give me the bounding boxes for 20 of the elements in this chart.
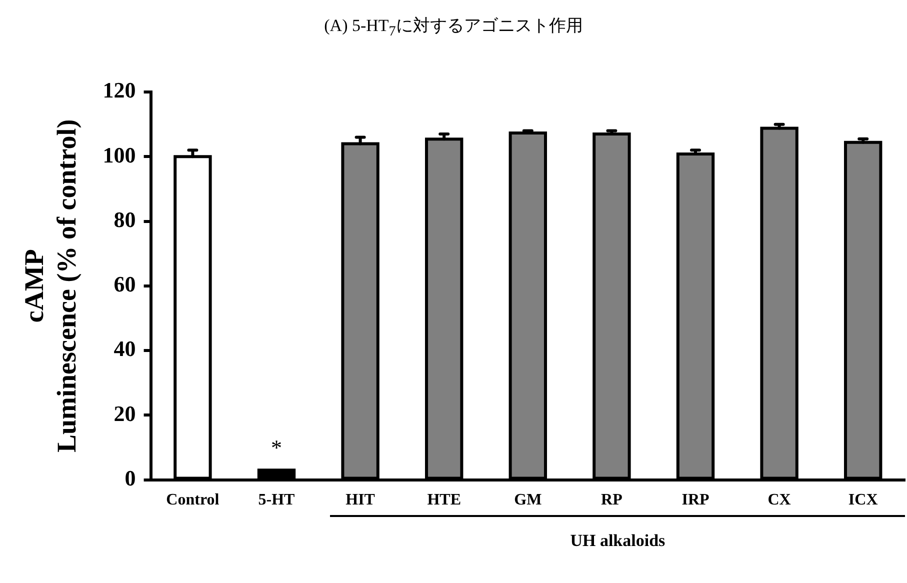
y-tick-label: 80 — [114, 206, 136, 232]
x-tick-label: Control — [166, 492, 220, 509]
annotation: * — [271, 434, 282, 460]
x-tick-label: IRP — [682, 492, 710, 509]
x-tick-label: HIT — [346, 492, 376, 509]
x-tick-label: RP — [601, 492, 623, 509]
chart-title: (A) 5-HT$_{7}$に対するアゴニスト作用 — [323, 15, 584, 40]
y-tick-label: 0 — [124, 465, 136, 490]
x-tick-label: HTE — [427, 492, 461, 509]
y-tick-label: 60 — [114, 272, 136, 297]
y-tick-label: 100 — [102, 142, 136, 168]
x-tick-label: GM — [514, 492, 542, 509]
x-tick-label: 5-HT — [258, 492, 296, 509]
x-tick-label: ICX — [848, 492, 878, 509]
y-axis-title: cAMP Luminescence (% of control) — [19, 119, 82, 452]
y-tick-label: 120 — [102, 78, 136, 103]
y-tick-label: 20 — [114, 400, 136, 426]
text: UH alkaloids — [570, 531, 666, 551]
y-tick-label: 40 — [114, 336, 136, 362]
x-tick-label: CX — [768, 492, 792, 509]
